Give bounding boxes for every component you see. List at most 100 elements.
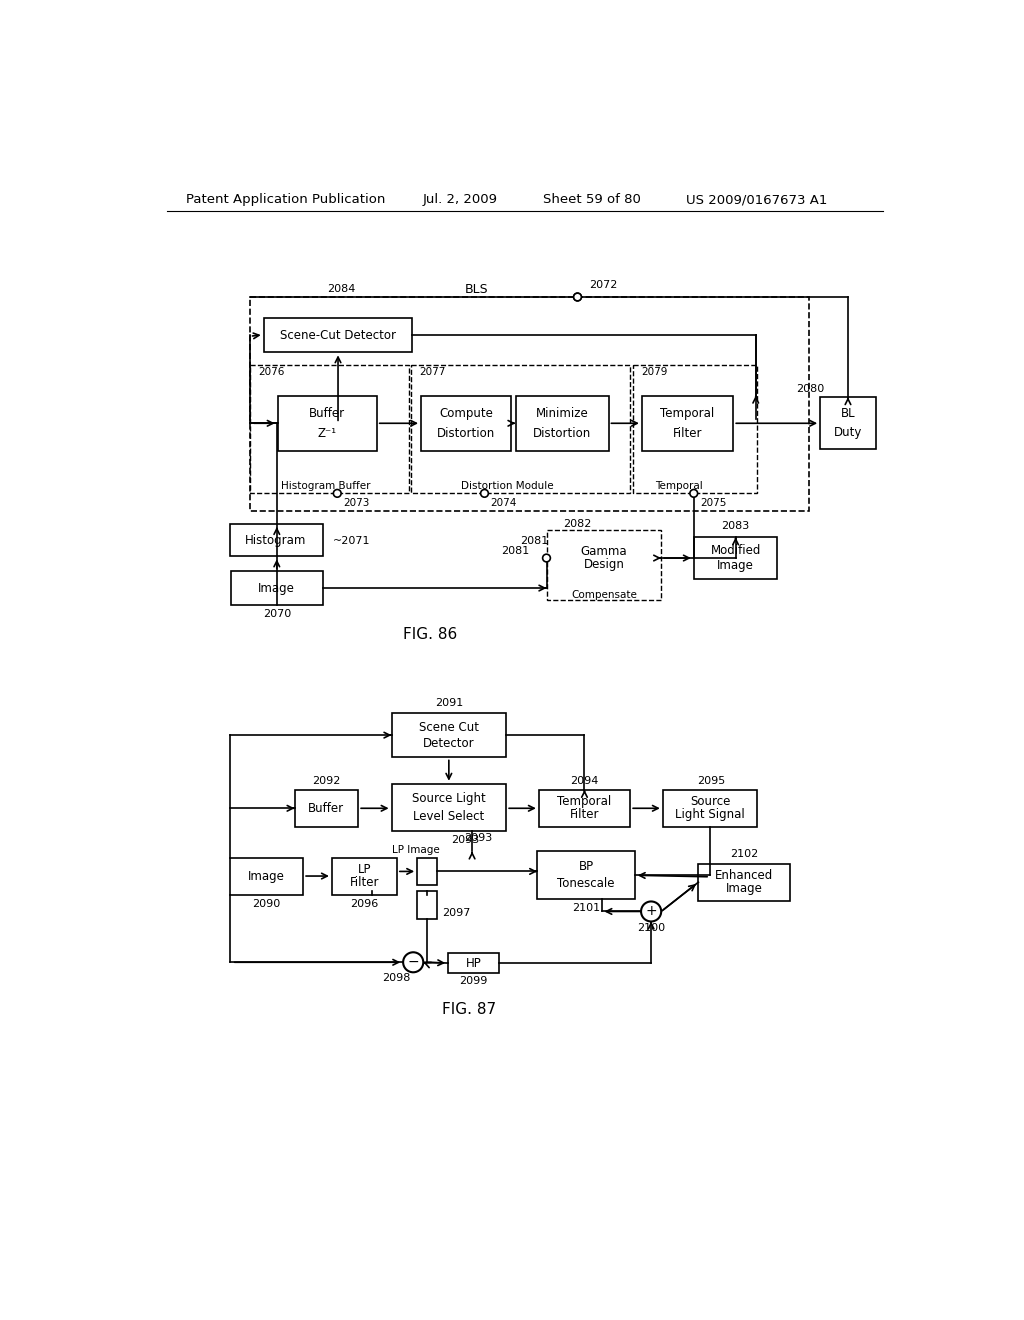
Text: 2081: 2081 — [520, 536, 548, 546]
Bar — [250, 297, 809, 511]
Text: Image: Image — [248, 870, 285, 883]
Text: Histogram Buffer: Histogram Buffer — [281, 480, 370, 491]
Text: Distortion Module: Distortion Module — [461, 480, 554, 491]
Text: Distortion: Distortion — [437, 426, 495, 440]
Text: 2095: 2095 — [697, 776, 726, 785]
Text: FIG. 86: FIG. 86 — [403, 627, 458, 642]
Bar — [391, 713, 506, 758]
Text: ~2071: ~2071 — [334, 536, 371, 546]
Bar — [663, 789, 758, 826]
Text: 2090: 2090 — [253, 899, 281, 908]
Circle shape — [690, 490, 697, 498]
Text: Patent Application Publication: Patent Application Publication — [186, 193, 385, 206]
Text: 2100: 2100 — [637, 924, 666, 933]
Bar — [547, 531, 662, 599]
Text: 2070: 2070 — [263, 610, 291, 619]
Text: Minimize: Minimize — [536, 407, 589, 420]
Bar — [229, 524, 323, 557]
Text: Gamma: Gamma — [581, 545, 627, 557]
Bar — [278, 396, 377, 451]
Bar — [515, 396, 608, 451]
Text: Source Light: Source Light — [412, 792, 485, 805]
Text: HP: HP — [466, 957, 481, 970]
Text: 2102: 2102 — [730, 849, 758, 859]
Text: Temporal: Temporal — [660, 407, 715, 420]
Bar — [539, 789, 630, 826]
Text: Buffer: Buffer — [309, 407, 345, 420]
Text: Detector: Detector — [423, 737, 475, 750]
Text: Image: Image — [726, 882, 763, 895]
Text: 2093: 2093 — [464, 833, 493, 842]
Circle shape — [641, 902, 662, 921]
Text: 2094: 2094 — [570, 776, 599, 785]
Text: Duty: Duty — [834, 426, 862, 440]
Text: 2072: 2072 — [589, 280, 617, 290]
Text: 2096: 2096 — [350, 899, 379, 908]
Text: Histogram: Histogram — [246, 533, 307, 546]
Text: BL: BL — [841, 408, 855, 420]
Text: Scene Cut: Scene Cut — [419, 721, 479, 734]
Circle shape — [573, 293, 582, 301]
Bar — [295, 789, 358, 826]
Text: Tonescale: Tonescale — [557, 878, 614, 891]
Bar — [417, 891, 437, 919]
Bar — [449, 953, 500, 973]
Text: Z⁻¹: Z⁻¹ — [317, 426, 337, 440]
Text: 2092: 2092 — [312, 776, 341, 785]
Bar — [263, 318, 413, 352]
Text: Modified: Modified — [711, 544, 761, 557]
Circle shape — [403, 952, 423, 973]
Bar — [391, 784, 506, 832]
Text: 2101: 2101 — [572, 903, 600, 912]
Text: Scene-Cut Detector: Scene-Cut Detector — [280, 329, 396, 342]
Text: 2099: 2099 — [460, 975, 487, 986]
Text: Light Signal: Light Signal — [675, 808, 744, 821]
Text: Filter: Filter — [349, 876, 379, 890]
Text: Temporal: Temporal — [655, 480, 702, 491]
Text: US 2009/0167673 A1: US 2009/0167673 A1 — [686, 193, 827, 206]
Text: BP: BP — [579, 861, 594, 873]
Circle shape — [334, 490, 341, 498]
Text: 2083: 2083 — [722, 521, 750, 532]
Circle shape — [480, 490, 488, 498]
Text: Compensate: Compensate — [571, 590, 637, 601]
Text: Image: Image — [258, 582, 295, 594]
Bar — [231, 572, 323, 605]
Bar — [421, 396, 511, 451]
Circle shape — [573, 293, 582, 301]
Text: LP: LP — [357, 863, 371, 876]
Text: −: − — [408, 956, 419, 969]
Bar — [417, 858, 437, 886]
Text: 2080: 2080 — [796, 384, 824, 393]
Bar — [693, 537, 777, 578]
Text: Filter: Filter — [673, 426, 702, 440]
Bar — [230, 858, 303, 895]
Text: 2082: 2082 — [563, 519, 592, 529]
Text: BLS: BLS — [465, 282, 488, 296]
Text: Temporal: Temporal — [557, 795, 611, 808]
Text: LP Image: LP Image — [391, 845, 439, 855]
Text: Sheet 59 of 80: Sheet 59 of 80 — [543, 193, 640, 206]
Bar — [411, 364, 630, 494]
Text: 2079: 2079 — [641, 367, 668, 378]
Text: 2091: 2091 — [435, 698, 463, 708]
Text: 2073: 2073 — [343, 498, 370, 508]
Bar — [698, 863, 790, 900]
Text: 2076: 2076 — [258, 367, 285, 378]
Text: Compute: Compute — [439, 407, 493, 420]
Text: Source: Source — [690, 795, 730, 808]
Text: +: + — [645, 904, 657, 919]
Text: Distortion: Distortion — [532, 426, 591, 440]
Text: FIG. 87: FIG. 87 — [442, 1002, 496, 1016]
Bar — [538, 851, 635, 899]
Text: Jul. 2, 2009: Jul. 2, 2009 — [423, 193, 498, 206]
Bar — [642, 396, 733, 451]
Text: 2097: 2097 — [442, 908, 470, 917]
Text: Enhanced: Enhanced — [715, 869, 773, 882]
Text: 2081: 2081 — [502, 546, 529, 556]
Text: 2098: 2098 — [382, 973, 411, 982]
Text: 2074: 2074 — [490, 498, 517, 508]
Text: 2093: 2093 — [451, 834, 479, 845]
Text: Level Select: Level Select — [414, 809, 484, 822]
Text: Image: Image — [717, 558, 754, 572]
